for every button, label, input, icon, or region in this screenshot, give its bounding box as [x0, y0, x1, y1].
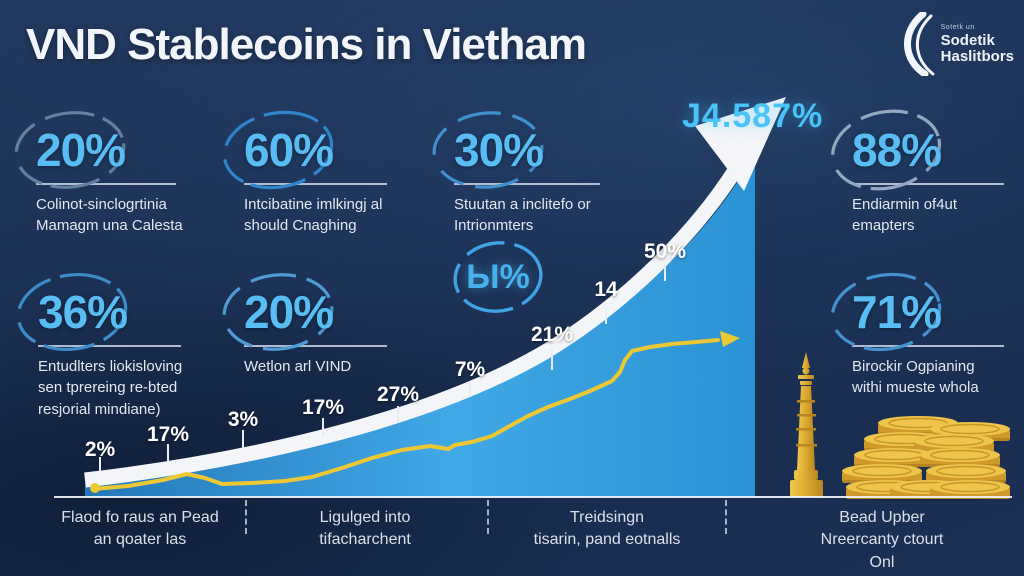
footer-label-4: Bead Upber Nreercanty ctourt Onl — [820, 509, 944, 571]
stat-value: 20% — [36, 124, 126, 176]
stat-underline — [244, 183, 387, 185]
footer-divider — [725, 500, 727, 534]
stat-value: 20% — [244, 286, 334, 338]
stat-value: 88% — [852, 124, 942, 176]
brand-logo: Sotetk un Sodetik Haslitbors — [897, 12, 1014, 76]
stat-caption: Birockir Ogpianing withi mueste whola — [852, 358, 979, 397]
footer-label-1: Flaod fo raus an Pead an qoater las — [61, 509, 219, 549]
footer-label-2: Ligulged into tifacharchent — [319, 509, 411, 549]
trend-line — [91, 338, 720, 491]
stat-card-6: 20% Wetlon arl VIND — [222, 273, 444, 377]
stat-value: 60% — [244, 124, 334, 176]
stat-caption: Entudlters liokisloving sen tprereing re… — [38, 358, 183, 418]
center-badge: Ы% — [450, 238, 546, 316]
axis-baseline — [54, 496, 1012, 498]
stat-caption: Endiarmin of4ut emapters — [852, 196, 958, 235]
stat-underline — [454, 183, 600, 185]
stat-card-3: 30% Stuutan a inclitefo or Intrionmters — [432, 111, 654, 237]
stat-caption: Stuutan a inclitefo or Intrionmters — [454, 196, 591, 235]
stat-value: 30% — [454, 124, 544, 176]
growth-arrow-icon — [695, 97, 786, 191]
center-badge-value: Ы% — [466, 257, 530, 296]
dashed-circle-icon — [453, 241, 543, 313]
trend-line-arrow-icon — [720, 331, 740, 347]
stat-value: 71% — [852, 286, 942, 338]
stat-card-5: 36% Entudlters liokisloving sen tprerein… — [16, 272, 238, 420]
brand-name-line1: Sodetik — [940, 31, 995, 49]
stat-underline — [36, 183, 176, 185]
stat-card-1: 20% Colinot-sinclogrtinia Mamagm una Cal… — [14, 111, 236, 237]
footer-label-3: Treidsingn tisarin, pand eotnalls — [533, 509, 681, 549]
tower-icon — [790, 352, 823, 497]
chart-area-fill — [85, 155, 755, 497]
headline-growth-value: J4.587% — [682, 97, 824, 135]
brand-tagline: Sotetk un — [940, 23, 975, 31]
stat-card-2: 60% Intcibatine imlkingj al should Cnagh… — [222, 110, 444, 237]
trend-line-start-dot — [90, 483, 100, 493]
brand-name-line2: Haslitbors — [940, 47, 1014, 65]
swoosh-icon — [903, 12, 935, 76]
stat-card-4: 88% Endiarmin of4ut emapters — [830, 109, 1024, 237]
stat-caption: Wetlon arl VIND — [244, 358, 352, 375]
stat-caption: Colinot-sinclogrtinia Mamagm una Calesta — [36, 196, 183, 235]
page-title: VND Stablecoins in Vietham — [26, 20, 587, 69]
footer-divider — [245, 500, 247, 534]
stat-card-7: 71% Birockir Ogpianing withi mueste whol… — [830, 272, 1024, 399]
stat-underline — [852, 183, 1004, 185]
growth-curve — [84, 167, 741, 488]
stat-underline — [244, 345, 387, 347]
footer-divider — [487, 500, 489, 534]
stat-underline — [852, 345, 1004, 347]
brand-logo-text: Sotetk un Sodetik Haslitbors — [941, 24, 1014, 65]
stat-caption: Intcibatine imlkingj al should Cnaghing — [244, 196, 383, 235]
stat-underline — [38, 345, 181, 347]
coins-icon — [841, 415, 1011, 501]
stat-value: 36% — [38, 286, 128, 338]
